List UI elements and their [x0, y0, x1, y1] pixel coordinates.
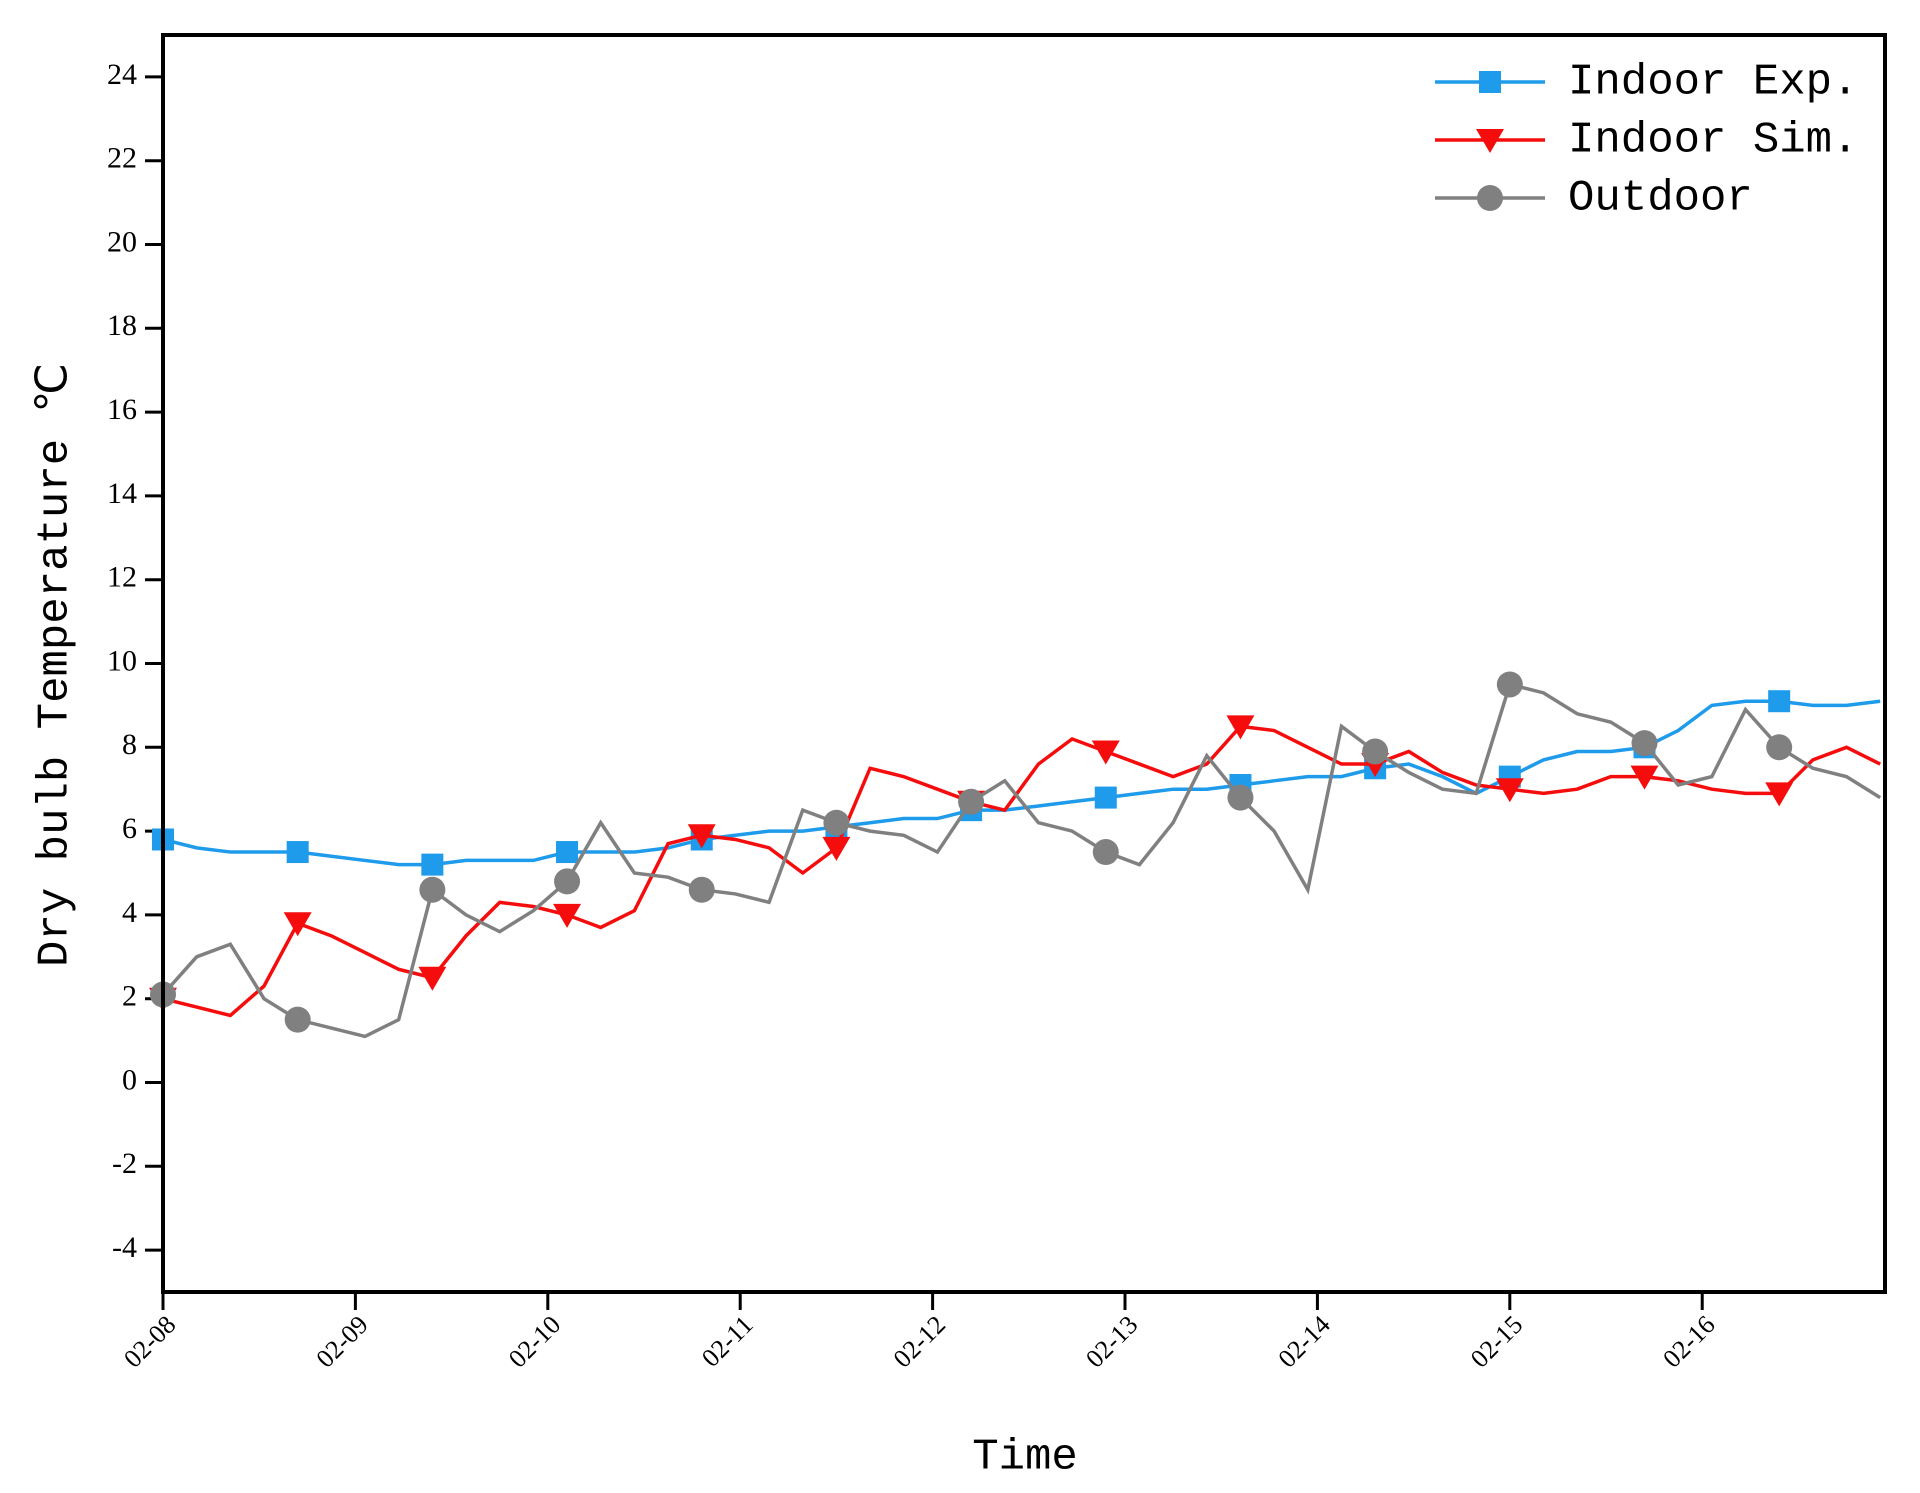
marker: [687, 824, 716, 849]
y-tick-label: 16: [107, 393, 137, 426]
marker: [418, 966, 447, 991]
marker: [958, 788, 985, 815]
legend-marker: [1479, 71, 1501, 93]
x-tick-label: 02-10: [503, 1310, 566, 1373]
x-tick-label: 02-14: [1272, 1310, 1335, 1373]
marker: [1765, 782, 1794, 807]
y-tick-label: 20: [107, 225, 137, 258]
legend-label: Indoor Sim.: [1568, 116, 1858, 166]
marker: [421, 853, 444, 876]
y-tick-label: 22: [107, 142, 137, 175]
y-tick-label: -2: [112, 1147, 137, 1180]
marker: [822, 836, 851, 861]
y-tick-label: -4: [112, 1231, 137, 1264]
y-tick-label: 14: [107, 477, 137, 510]
marker: [284, 1006, 311, 1033]
marker: [554, 868, 581, 895]
marker: [1496, 671, 1523, 698]
marker: [556, 841, 579, 864]
marker: [1630, 765, 1659, 790]
series-line: [163, 682, 1882, 1039]
series-line: [163, 724, 1881, 1018]
x-tick-label: 02-12: [888, 1310, 951, 1373]
x-tick-label: 02-15: [1465, 1310, 1528, 1373]
x-tick-label: 02-08: [118, 1310, 181, 1373]
marker: [688, 876, 715, 903]
x-tick-label: 02-13: [1080, 1310, 1143, 1373]
series-line: [163, 699, 1881, 867]
marker: [1094, 786, 1117, 809]
marker: [286, 841, 309, 864]
marker: [1766, 734, 1793, 761]
y-tick-label: 10: [107, 644, 137, 677]
y-tick-label: 8: [122, 728, 137, 761]
y-axis-label: Dry bulb Temperature ℃: [31, 363, 81, 967]
marker: [1362, 738, 1389, 765]
y-tick-label: 12: [107, 561, 137, 594]
y-tick-label: 0: [122, 1063, 137, 1096]
marker: [419, 876, 446, 903]
x-axis-label: Time: [972, 1433, 1078, 1483]
marker: [1495, 778, 1524, 803]
marker: [1091, 740, 1120, 765]
marker: [1227, 784, 1254, 811]
x-tick-label: 02-09: [310, 1310, 373, 1373]
legend-marker: [1477, 185, 1503, 211]
y-tick-label: 6: [122, 812, 137, 845]
x-tick-label: 02-16: [1657, 1310, 1720, 1373]
marker: [283, 912, 312, 937]
marker: [1768, 690, 1791, 713]
legend-label: Outdoor: [1568, 174, 1753, 224]
marker: [1631, 730, 1658, 757]
y-tick-label: 24: [107, 58, 137, 91]
x-tick-label: 02-11: [696, 1310, 759, 1373]
marker: [1092, 839, 1119, 866]
marker: [553, 903, 582, 928]
y-tick-label: 2: [122, 980, 137, 1013]
marker: [1226, 715, 1255, 740]
marker: [823, 809, 850, 836]
legend-marker: [1476, 129, 1504, 153]
plot-frame: [161, 33, 1887, 1294]
y-tick-label: 18: [107, 309, 137, 342]
legend-label: Indoor Exp.: [1568, 58, 1858, 108]
y-tick-label: 4: [122, 896, 137, 929]
